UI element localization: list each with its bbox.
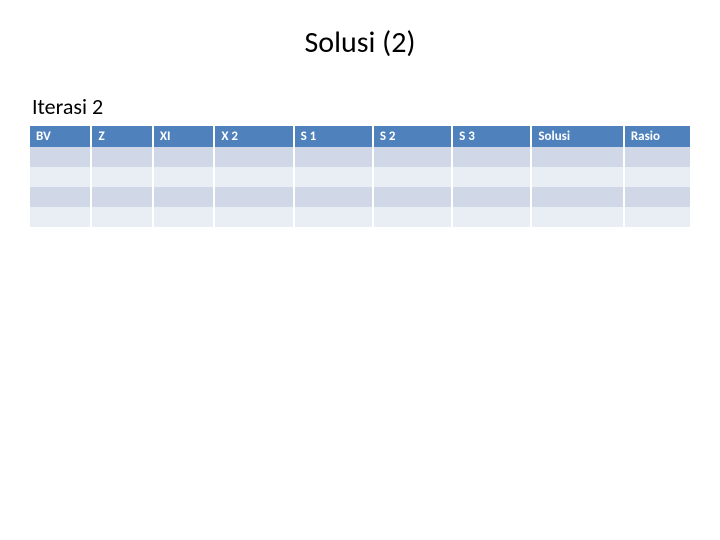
- table-cell: [214, 187, 293, 207]
- table-cell: [531, 207, 623, 227]
- col-header-s2: S 2: [373, 126, 452, 147]
- slide-title: Solusi (2): [30, 24, 690, 61]
- slide-container: Solusi (2) Iterasi 2 BV Z XI X 2 S 1 S 2…: [0, 0, 720, 540]
- col-header-x1: XI: [153, 126, 214, 147]
- table-cell: [531, 167, 623, 187]
- table-cell: [373, 147, 452, 167]
- col-header-bv: BV: [30, 126, 91, 147]
- table-cell: [91, 187, 152, 207]
- table-cell: [30, 187, 91, 207]
- slide-subtitle: Iterasi 2: [32, 93, 690, 120]
- table-cell: [294, 147, 373, 167]
- table-cell: [624, 207, 690, 227]
- table-cell: [214, 147, 293, 167]
- table-cell: [214, 167, 293, 187]
- col-header-s3: S 3: [452, 126, 531, 147]
- table-cell: [294, 187, 373, 207]
- table-row: [30, 187, 690, 207]
- table-cell: [624, 167, 690, 187]
- table-cell: [30, 207, 91, 227]
- table-cell: [30, 167, 91, 187]
- table-cell: [531, 187, 623, 207]
- table-cell: [452, 187, 531, 207]
- table-cell: [294, 207, 373, 227]
- col-header-solusi: Solusi: [531, 126, 623, 147]
- col-header-z: Z: [91, 126, 152, 147]
- table-cell: [294, 167, 373, 187]
- simplex-table: BV Z XI X 2 S 1 S 2 S 3 Solusi Rasio: [30, 126, 690, 227]
- table-header-row: BV Z XI X 2 S 1 S 2 S 3 Solusi Rasio: [30, 126, 690, 147]
- table-cell: [153, 147, 214, 167]
- table-row: [30, 147, 690, 167]
- table-cell: [91, 207, 152, 227]
- table-cell: [91, 147, 152, 167]
- table-cell: [30, 147, 91, 167]
- table-cell: [624, 187, 690, 207]
- table-cell: [153, 167, 214, 187]
- table-cell: [91, 167, 152, 187]
- table-cell: [373, 167, 452, 187]
- table-cell: [452, 147, 531, 167]
- col-header-rasio: Rasio: [624, 126, 690, 147]
- table-cell: [153, 207, 214, 227]
- table-cell: [452, 167, 531, 187]
- table-cell: [531, 147, 623, 167]
- col-header-s1: S 1: [294, 126, 373, 147]
- table-cell: [452, 207, 531, 227]
- table-row: [30, 207, 690, 227]
- table-row: [30, 167, 690, 187]
- table-cell: [373, 207, 452, 227]
- table-cell: [153, 187, 214, 207]
- table-cell: [624, 147, 690, 167]
- table-cell: [373, 187, 452, 207]
- table-cell: [214, 207, 293, 227]
- col-header-x2: X 2: [214, 126, 293, 147]
